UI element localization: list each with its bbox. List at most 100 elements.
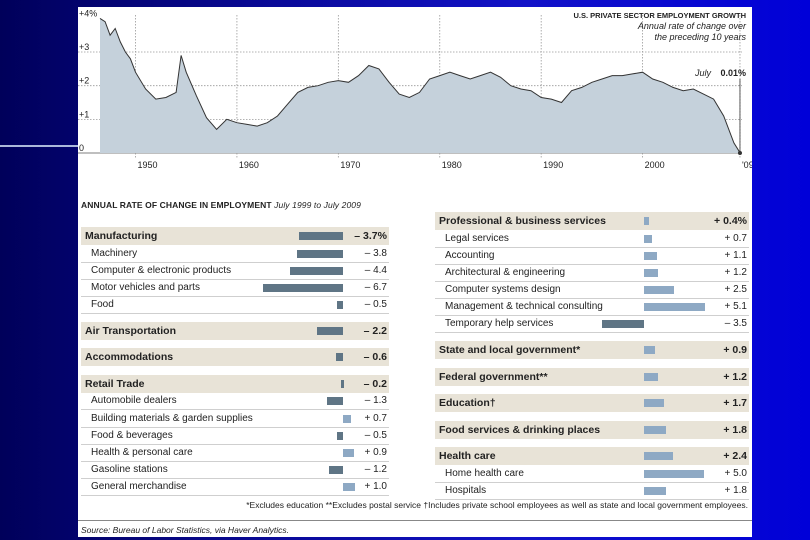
row-value: – 0.5 xyxy=(364,429,387,441)
value-bar xyxy=(262,283,343,292)
y-tick-label: +4% xyxy=(79,8,97,18)
value-bar xyxy=(644,452,673,461)
subcategory-row: Home health care + 5.0 xyxy=(435,466,749,482)
row-label: Health care xyxy=(439,450,496,463)
row-value: + 5.1 xyxy=(724,300,747,312)
row-label: Education† xyxy=(439,397,496,410)
x-tick-label: 1960 xyxy=(239,160,259,170)
row-label: Computer & electronic products xyxy=(91,264,232,276)
value-bar xyxy=(340,379,344,388)
row-value: + 1.8 xyxy=(724,484,747,496)
july-marker-dot xyxy=(737,151,742,155)
y-tick-label: +3 xyxy=(79,42,89,52)
row-label: Gasoline stations xyxy=(91,463,168,475)
row-label: Computer systems design xyxy=(445,283,561,295)
row-value: – 0.2 xyxy=(363,377,387,390)
row-divider xyxy=(435,498,749,500)
value-bar xyxy=(644,302,706,311)
category-row: Food services & drinking places + 1.8 xyxy=(435,420,749,439)
row-value: + 0.7 xyxy=(724,232,747,244)
row-label: Home health care xyxy=(445,467,524,479)
chart-title: U.S. PRIVATE SECTOR EMPLOYMENT GROWTH xyxy=(573,11,746,20)
value-bar xyxy=(644,372,659,381)
value-bar xyxy=(644,285,674,294)
value-bar xyxy=(602,320,644,328)
value-bar xyxy=(290,266,343,275)
category-row: Professional & business services + 0.4% xyxy=(435,212,749,230)
value-bar xyxy=(337,300,343,309)
row-value: – 2.2 xyxy=(363,324,387,337)
row-divider xyxy=(435,280,749,282)
value-bar xyxy=(335,353,343,362)
subcategory-row: Gasoline stations – 1.2 xyxy=(81,462,389,478)
x-tick-label: 1980 xyxy=(442,160,462,170)
row-label: Professional & business services xyxy=(439,215,606,227)
annotation-value: 0.01% xyxy=(720,68,746,78)
row-label: Motor vehicles and parts xyxy=(91,281,200,293)
row-value: – 3.5 xyxy=(724,318,747,329)
chart-panel: +4% +3 +2 +1 0 1950 1960 1970 1980 1990 2000 '09 U.… xyxy=(78,7,752,537)
row-divider xyxy=(81,278,389,280)
value-bar xyxy=(297,249,343,258)
row-value: + 0.9 xyxy=(364,446,387,458)
row-value: – 3.7% xyxy=(354,230,387,242)
subcategory-row: Hospitals + 1.8 xyxy=(435,483,749,499)
y-tick-label: 0 xyxy=(79,143,84,153)
row-divider xyxy=(81,409,389,411)
row-value: – 4.4 xyxy=(364,264,387,276)
row-value: – 6.7 xyxy=(364,281,387,293)
x-tick-label: '09 xyxy=(742,160,752,170)
value-bar xyxy=(343,482,355,491)
value-bar xyxy=(644,217,649,225)
table-heading-title: ANNUAL RATE OF CHANGE IN EMPLOYMENT xyxy=(81,200,272,210)
growth-area xyxy=(100,18,740,154)
row-value: – 1.2 xyxy=(364,463,387,475)
category-row: Federal government** + 1.2 xyxy=(435,367,749,386)
footnote: *Excludes education **Excludes postal se… xyxy=(246,500,748,510)
row-label: Air Transportation xyxy=(85,324,177,337)
row-value: + 1.2 xyxy=(724,266,747,278)
row-value: + 0.9 xyxy=(723,344,747,357)
row-value: + 1.7 xyxy=(723,397,747,410)
decorative-stripe xyxy=(0,145,80,147)
row-label: Automobile dealers xyxy=(91,395,177,407)
row-label: General merchandise xyxy=(91,480,187,492)
row-divider xyxy=(81,295,389,297)
row-value: + 2.4 xyxy=(723,450,747,463)
row-label: Health & personal care xyxy=(91,446,193,458)
row-value: – 0.5 xyxy=(364,298,387,310)
subcategory-row: Health & personal care + 0.9 xyxy=(81,445,389,461)
source-note: Source: Bureau of Labor Statistics, via … xyxy=(81,525,290,535)
row-label: Food xyxy=(91,298,114,310)
table-heading-period: July 1999 to July 2009 xyxy=(274,200,361,210)
value-bar xyxy=(644,486,666,495)
row-label: Legal services xyxy=(445,232,509,244)
x-tick-label: 2000 xyxy=(645,160,665,170)
subcategory-row: Building materials & garden supplies + 0.… xyxy=(81,411,389,427)
row-divider xyxy=(435,246,749,248)
row-value: + 1.8 xyxy=(723,423,747,436)
value-bar xyxy=(298,232,343,240)
subcategory-row: Food & beverages – 0.5 xyxy=(81,428,389,444)
row-label: Architectural & engineering xyxy=(445,266,566,278)
subcategory-row: Automobile dealers – 1.3 xyxy=(81,393,389,409)
category-row: Retail Trade – 0.2 xyxy=(81,374,389,393)
row-divider xyxy=(435,297,749,299)
chart-subtitle-line2: the preceding 10 years xyxy=(654,32,746,42)
row-value: – 0.6 xyxy=(363,351,387,364)
subcategory-row: Computer & electronic products – 4.4 xyxy=(81,263,389,279)
x-tick-label: 1950 xyxy=(137,160,157,170)
y-tick-label: +1 xyxy=(79,109,89,119)
value-bar xyxy=(644,399,665,408)
row-label: Accounting xyxy=(445,249,495,261)
row-value: + 2.5 xyxy=(724,283,747,295)
row-label: Building materials & garden supplies xyxy=(91,412,253,424)
subcategory-row: Accounting + 1.1 xyxy=(435,248,749,264)
row-label: Food & beverages xyxy=(91,429,173,441)
row-value: + 1.2 xyxy=(723,370,747,383)
subcategory-row: Architectural & engineering + 1.2 xyxy=(435,265,749,281)
y-tick-label: +2 xyxy=(79,76,89,86)
row-divider xyxy=(435,263,749,265)
subcategory-row: Computer systems design + 2.5 xyxy=(435,282,749,298)
subcategory-row: Motor vehicles and parts – 6.7 xyxy=(81,280,389,296)
